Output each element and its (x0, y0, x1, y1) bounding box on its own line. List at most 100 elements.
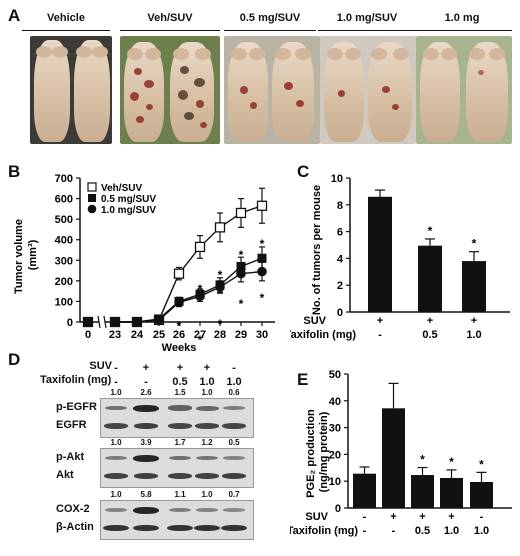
protein-band (196, 507, 218, 513)
y-tick-label: 10 (329, 476, 341, 488)
legend-marker (87, 182, 97, 192)
lesion (284, 82, 293, 90)
group-underline (412, 30, 512, 31)
quant-value: 0.5 (228, 438, 240, 447)
chart-pge2-production: 0 10 20 30 40 50 * * * PGE₂ production (ng/mg p… (290, 369, 512, 537)
group-label-veh-suv: Veh/SUV (147, 12, 193, 24)
quant-value: 0.7 (228, 490, 240, 499)
blot-label-p-egfr: p-EGFR (56, 401, 97, 413)
y-tick-label: 100 (55, 296, 73, 308)
quant-value: 1.5 (174, 388, 186, 397)
x-tick-label: 29 (235, 329, 247, 341)
y-tick-label: 700 (55, 173, 73, 185)
group-label-0-5-mg-suv: 0.5 mg/SUV (239, 12, 301, 24)
data-point (195, 291, 205, 302)
protein-band (133, 524, 159, 532)
data-point (215, 282, 225, 292)
bar (353, 473, 376, 508)
row-label-taxifolin: Taxifolin (mg) (290, 525, 358, 537)
blot-label--actin: β-Actin (56, 521, 94, 533)
suv-sign: + (142, 362, 150, 374)
suv-sign: + (427, 315, 433, 327)
mouse-back (466, 42, 508, 142)
protein-band (104, 405, 128, 411)
quant-value: 1.0 (110, 388, 122, 397)
protein-band (194, 423, 220, 429)
taxifolin-dose: 1.0 (474, 525, 489, 537)
suv-sign: + (377, 315, 383, 327)
mouse-back (74, 40, 110, 142)
lesion (200, 122, 207, 128)
quant-value: 5.8 (140, 490, 152, 499)
lesion (338, 90, 345, 97)
quant-value: 1.0 (110, 490, 122, 499)
x-tick-label: 24 (131, 329, 144, 341)
significance-star: * (239, 248, 244, 262)
lesion (178, 90, 188, 100)
quant-value: 1.0 (110, 438, 122, 447)
chart-e-data: * * * (353, 382, 493, 508)
chart-c-ylabel: No. of tumors per mouse (311, 185, 323, 315)
protein-band (103, 472, 129, 480)
y-tick-label: 8 (337, 200, 343, 212)
chart-b-ylabel-line1: Tumor volume (13, 219, 25, 294)
row-label-taxifolin: Taxifolin (mg) (40, 374, 112, 386)
protein-band (103, 423, 129, 429)
protein-band (133, 506, 159, 514)
lesion (136, 116, 144, 123)
taxifolin-dose: - (378, 329, 382, 341)
lesion (130, 92, 139, 101)
taxifolin-dose: - (144, 376, 148, 388)
chart-c-data: ** (368, 189, 486, 312)
group-label-1-0-mg: 1.0 mg (444, 12, 480, 24)
lesion (194, 78, 205, 87)
bar (411, 475, 434, 508)
lesion (392, 104, 399, 110)
protein-band (223, 508, 245, 512)
mouse-back (228, 42, 268, 142)
chart-e-ylabel: PGE₂ production (ng/mg protein) (305, 406, 330, 498)
protein-band (133, 422, 159, 430)
lesion (134, 68, 142, 75)
significance-star: * (472, 237, 477, 251)
protein-band (133, 454, 159, 462)
axis-break-mark (97, 315, 101, 329)
legend-marker (87, 204, 97, 214)
significance-star: * (198, 282, 203, 296)
significance-star: * (260, 291, 265, 305)
y-tick-label: 200 (55, 276, 73, 288)
y-tick-label: 2 (337, 280, 343, 292)
data-point (174, 297, 184, 308)
x-tick-label: 30 (256, 329, 268, 341)
mouse-back (368, 42, 412, 142)
protein-band (221, 423, 247, 429)
chart-b-data: * * * * * * * * * * (82, 187, 268, 347)
bar (440, 477, 463, 508)
mouse-back (34, 40, 70, 142)
protein-band (195, 455, 219, 461)
mouse-back (170, 42, 214, 142)
suv-sign: + (390, 511, 396, 523)
protein-band (194, 524, 220, 532)
chart-b-ylabel-line2: (mm³) (27, 239, 39, 270)
y-tick-label: 0 (67, 317, 73, 329)
blot-membrane (100, 398, 254, 438)
panel-e-label: E (297, 370, 309, 389)
suv-sign: + (176, 362, 184, 374)
quant-value: 3.9 (140, 438, 152, 447)
suv-sign: - (363, 511, 367, 523)
suv-sign: - (114, 362, 118, 374)
data-point (154, 315, 164, 325)
suv-sign: - (232, 362, 236, 374)
taxifolin-dose: - (114, 376, 118, 388)
protein-band (194, 472, 220, 480)
axis-break-mark (103, 315, 107, 329)
protein-band (168, 507, 192, 513)
significance-star: * (428, 224, 433, 238)
lesion (146, 104, 153, 110)
protein-band (133, 472, 159, 480)
data-point (235, 207, 247, 219)
group-underline (120, 30, 220, 31)
significance-star: * (177, 319, 182, 333)
